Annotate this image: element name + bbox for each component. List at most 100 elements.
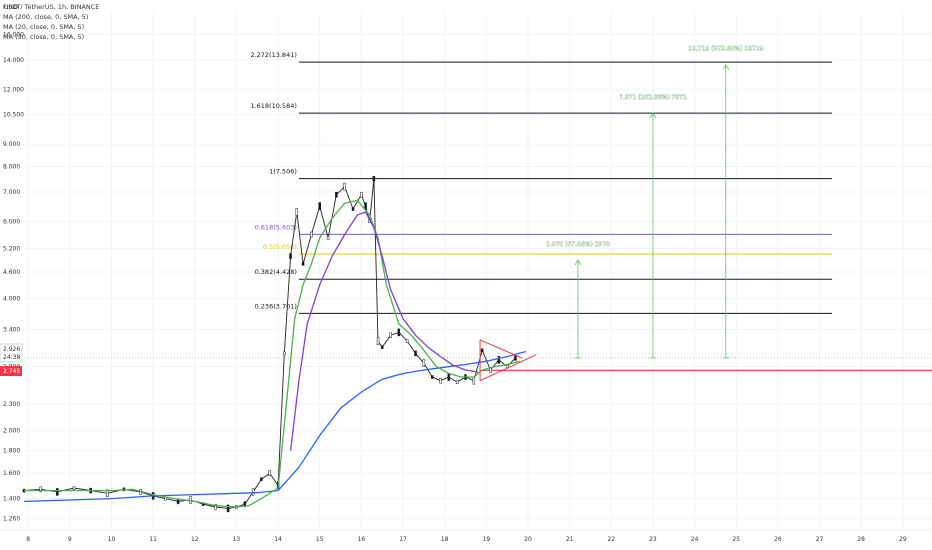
x-tick-label: 19 bbox=[483, 536, 491, 543]
y-tick-label: 14.000 bbox=[3, 57, 24, 64]
fib-level-label: 0.236(3.701) bbox=[255, 302, 297, 310]
price-candle bbox=[360, 191, 363, 198]
y-tick-label: 12.000 bbox=[3, 86, 24, 93]
price-candle bbox=[480, 348, 484, 353]
fib-level-label: 0.382(4.428) bbox=[255, 268, 297, 276]
x-tick-label: 12 bbox=[191, 536, 199, 543]
price-candle bbox=[310, 231, 313, 238]
price-candle bbox=[283, 351, 286, 356]
y-tick-label: 6.000 bbox=[3, 218, 20, 225]
price-candle bbox=[343, 182, 346, 191]
target-label: 1.970 (67.04%) 1970 bbox=[546, 241, 610, 248]
fibonacci-levels: 0.236(3.701) 0.382(4.428) 0.5(5.056) 0.618(… bbox=[250, 51, 833, 314]
price-candle bbox=[56, 488, 59, 496]
price-candle bbox=[260, 477, 263, 481]
price-candle bbox=[397, 328, 401, 337]
y-tick-label: 7.000 bbox=[3, 189, 20, 196]
x-tick-label: 24 bbox=[691, 536, 699, 543]
y-tick-label: 1.400 bbox=[3, 496, 20, 503]
price-candle bbox=[214, 504, 217, 510]
target-arrows: 1.970 (67.04%) 1970 7.671 (262.06%) 7671 1… bbox=[24, 45, 932, 359]
y-tick-label: 1.260 bbox=[3, 516, 20, 523]
legend-ma-20[interactable]: MA (20, close, 0, SMA, 5) bbox=[3, 23, 85, 31]
legend-ma-200[interactable]: MA (200, close, 0, SMA, 5) bbox=[3, 13, 89, 21]
x-tick-label: 9 bbox=[68, 536, 72, 543]
x-tick-label: 8 bbox=[26, 536, 30, 543]
x-tick-label: 16 bbox=[358, 536, 366, 543]
price-candle bbox=[405, 339, 409, 343]
target-label: 10.719 (373.60%) 10719 bbox=[688, 46, 763, 53]
alert-price-tag bbox=[0, 366, 22, 376]
target-arrow-head bbox=[574, 259, 582, 266]
price-candle bbox=[372, 176, 376, 182]
price-candle bbox=[72, 486, 76, 490]
y-tick-label: 4.600 bbox=[3, 269, 20, 276]
x-tick-label: 20 bbox=[524, 536, 532, 543]
x-tick-label: 14 bbox=[274, 536, 282, 543]
legend-ma-30[interactable]: MA (30, close, 0, SMA, 5) bbox=[3, 33, 85, 41]
ma-30-line bbox=[289, 211, 479, 451]
x-tick-label: 18 bbox=[441, 536, 449, 543]
price-candle bbox=[318, 202, 321, 210]
x-tick-label: 28 bbox=[857, 536, 865, 543]
x-tick-label: 21 bbox=[566, 536, 574, 543]
price-tags: 2.926 24:38 2.745 bbox=[0, 343, 23, 376]
time-axis: 8 9 10 11 12 13 14 15 16 17 18 19 20 21 22 23 24 25 26 27 28… bbox=[0, 529, 932, 543]
x-tick-label: 13 bbox=[233, 536, 241, 543]
fib-level-label: 2.272(13.841) bbox=[250, 51, 296, 59]
y-tick-label: 1.600 bbox=[3, 470, 20, 477]
price-candle bbox=[351, 207, 355, 211]
current-price-value: 2.926 bbox=[3, 346, 20, 353]
x-tick-label: 29 bbox=[899, 536, 907, 543]
y-tick-label: 9.000 bbox=[3, 141, 20, 148]
fib-level-label: 1(7.506) bbox=[269, 168, 297, 176]
price-candle bbox=[380, 345, 384, 349]
price-candle bbox=[447, 373, 451, 381]
price-candle bbox=[326, 236, 330, 240]
price-candle bbox=[414, 350, 417, 357]
x-tick-label: 22 bbox=[607, 536, 615, 543]
y-tick-label: 4.000 bbox=[3, 296, 20, 303]
target-arrow-head bbox=[649, 112, 657, 119]
y-tick-label: 1.800 bbox=[3, 448, 20, 455]
alert-price-value: 2.745 bbox=[3, 368, 20, 375]
price-candle bbox=[226, 504, 230, 513]
x-tick-label: 26 bbox=[774, 536, 782, 543]
y-tick-label: 2.000 bbox=[3, 428, 20, 435]
price-candle bbox=[472, 376, 476, 385]
price-candle bbox=[497, 356, 501, 364]
x-tick-label: 27 bbox=[816, 536, 824, 543]
x-tick-label: 23 bbox=[649, 536, 657, 543]
price-candle bbox=[301, 262, 305, 266]
y-tick-label: 10.500 bbox=[3, 112, 24, 119]
y-tick-label: 5.200 bbox=[3, 246, 20, 253]
price-candle bbox=[189, 496, 192, 504]
y-tick-label: 3.400 bbox=[3, 327, 20, 334]
price-candle bbox=[106, 489, 109, 498]
triangle-lower-line bbox=[479, 354, 537, 382]
price-candle bbox=[289, 253, 292, 259]
price-candle bbox=[335, 191, 338, 198]
triangle-upper-line bbox=[479, 339, 522, 359]
current-price-tag bbox=[0, 343, 23, 363]
fib-level-label: 0.5(5.056) bbox=[263, 243, 297, 251]
moving-averages bbox=[23, 199, 527, 508]
price-candle bbox=[268, 470, 271, 476]
price-candle bbox=[376, 337, 380, 345]
chart-legend: FIRO / TetherUS, 1h, BINANCE MA (200, cl… bbox=[3, 2, 99, 42]
price-candle bbox=[39, 486, 42, 493]
symbol-title[interactable]: FIRO / TetherUS, 1h, BINANCE bbox=[3, 3, 100, 11]
ma-20-line bbox=[24, 199, 520, 508]
countdown-value: 24:38 bbox=[3, 354, 20, 361]
chart-grid bbox=[24, 12, 932, 528]
x-tick-label: 10 bbox=[108, 536, 116, 543]
triangle-pattern bbox=[479, 339, 537, 382]
price-axis: USDT 16.000 14.000 12.000 10.500 9.000 8.000 7… bbox=[3, 4, 24, 523]
x-tick-label: 17 bbox=[399, 536, 407, 543]
price-candle bbox=[295, 208, 299, 216]
currency-label: USDT bbox=[4, 4, 21, 11]
price-candle bbox=[430, 375, 434, 379]
target-arrow-head bbox=[722, 63, 730, 70]
price-candle bbox=[422, 359, 426, 367]
